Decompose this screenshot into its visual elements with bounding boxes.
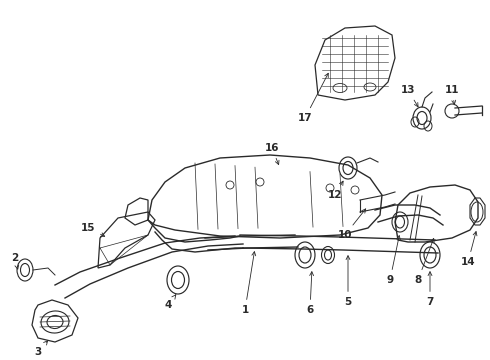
Text: 15: 15: [81, 223, 105, 237]
Text: 7: 7: [426, 272, 434, 307]
Text: 17: 17: [298, 73, 328, 123]
Text: 12: 12: [328, 181, 343, 200]
Text: 14: 14: [461, 231, 477, 267]
Text: 13: 13: [401, 85, 418, 107]
Text: 9: 9: [387, 236, 400, 285]
Text: 4: 4: [164, 295, 176, 310]
Text: 2: 2: [11, 253, 19, 269]
Text: 11: 11: [445, 85, 459, 104]
Text: 1: 1: [242, 252, 256, 315]
Text: 6: 6: [306, 272, 314, 315]
Text: 10: 10: [338, 209, 366, 240]
Text: 16: 16: [265, 143, 279, 165]
Text: 5: 5: [344, 256, 352, 307]
Text: 3: 3: [34, 341, 48, 357]
Text: 8: 8: [415, 238, 434, 285]
